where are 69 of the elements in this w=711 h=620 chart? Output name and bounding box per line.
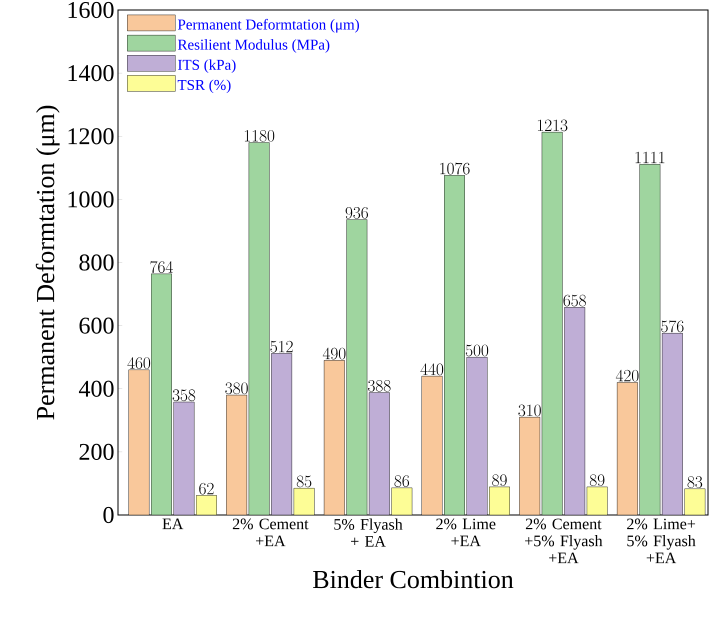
data-label: 764 [150, 261, 173, 273]
bar [392, 488, 412, 515]
x-tick-label: 2% Cement +5% Flyash +EA [525, 518, 602, 564]
data-label: 89 [492, 474, 507, 486]
y-axis-title: Permanent Deformtation (μm) [36, 106, 60, 420]
data-label: 460 [127, 357, 150, 369]
data-label: 1180 [244, 130, 274, 142]
y-tick-label: 1200 [68, 128, 114, 144]
x-axis-title: Binder Combintion [313, 570, 514, 588]
data-label: 380 [225, 382, 248, 394]
bar [662, 333, 683, 515]
data-label: 1076 [440, 162, 470, 174]
data-label: 85 [296, 476, 312, 488]
bar [226, 395, 247, 515]
data-label: 440 [420, 363, 444, 376]
data-label: 936 [346, 207, 368, 219]
bar [346, 220, 368, 515]
y-tick-label: 600 [80, 318, 114, 334]
bar [324, 360, 345, 515]
data-label: 310 [518, 404, 541, 416]
bar [564, 307, 585, 515]
legend-label: Resilient Modulus (MPa) [178, 39, 330, 53]
data-label: 358 [172, 389, 196, 402]
data-label: 89 [590, 474, 604, 486]
y-tick-label: 1000 [68, 191, 114, 208]
bar [684, 488, 706, 515]
bar [489, 486, 510, 515]
bar [248, 142, 270, 515]
bar [586, 486, 608, 515]
x-tick-label: 2% Lime +EA [436, 518, 496, 546]
data-label: 1111 [636, 152, 664, 164]
data-label: 420 [616, 370, 639, 382]
x-tick-label: EA [162, 518, 184, 530]
x-tick-label: 2% Cement +EA [232, 518, 309, 546]
y-tick-label: 200 [80, 444, 114, 460]
bar [542, 132, 562, 515]
legend-label: ITS (kPa) [178, 59, 236, 73]
legend-label: TSR (%) [178, 79, 231, 94]
data-label: 500 [466, 344, 488, 356]
bar [271, 353, 292, 515]
data-label: 658 [564, 294, 586, 306]
data-label: 576 [661, 320, 684, 332]
bar [369, 392, 390, 515]
data-label: 512 [270, 340, 293, 352]
x-tick-label: 2% Lime+ 5% Flyash +EA [627, 518, 696, 564]
y-tick-label: 800 [79, 254, 114, 271]
bar [616, 382, 638, 515]
bar [639, 164, 660, 515]
bar [196, 495, 217, 515]
data-label: 388 [368, 380, 391, 392]
y-tick-label: 400 [78, 380, 114, 397]
data-label: 62 [199, 482, 214, 495]
bar [174, 402, 194, 515]
legend-label: Permanent Deformtation (μm) [178, 18, 359, 33]
bar [128, 370, 150, 515]
data-label: 83 [688, 476, 702, 488]
y-tick-label: 1400 [68, 65, 114, 82]
bar [519, 417, 540, 515]
bar [444, 175, 465, 515]
data-label: 86 [394, 475, 410, 487]
y-tick-label: 0 [103, 506, 114, 524]
data-label: 1213 [538, 120, 568, 132]
bar [294, 488, 314, 515]
y-tick-label: 1600 [68, 2, 114, 18]
data-label: 490 [322, 348, 346, 360]
bar [151, 274, 172, 515]
bar [466, 357, 488, 515]
x-tick-label: 5% Flyash + EA [334, 518, 403, 547]
bar [422, 376, 442, 515]
